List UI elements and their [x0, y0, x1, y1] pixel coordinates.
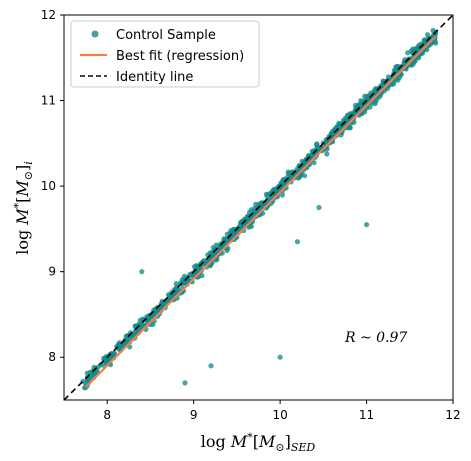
- identity-line: [64, 15, 453, 400]
- data-point: [139, 269, 145, 275]
- correlation-annotation: R ~ 0.97: [344, 330, 407, 346]
- data-point: [314, 142, 320, 148]
- y-axis: 8 9 10 11 12: [41, 8, 64, 364]
- y-tick-label: 11: [41, 94, 56, 108]
- data-point: [247, 209, 253, 215]
- legend-label-identity: Identity line: [116, 70, 193, 85]
- lines-layer: [64, 15, 453, 400]
- y-tick-label: 12: [41, 8, 56, 22]
- data-point: [405, 50, 411, 56]
- legend-label-fit: Best fit (regression): [116, 49, 244, 64]
- y-axis-label: log M*[M⊙]i: [12, 161, 35, 255]
- data-point: [393, 66, 399, 72]
- data-point: [294, 239, 300, 245]
- data-point: [210, 244, 216, 251]
- data-point: [117, 343, 123, 349]
- x-tick-label: 8: [103, 408, 111, 422]
- y-tick-label: 10: [41, 179, 56, 193]
- data-point: [364, 222, 370, 228]
- data-point: [199, 273, 205, 279]
- x-tick-label: 10: [272, 408, 287, 422]
- data-point: [277, 354, 283, 360]
- legend-box: [70, 20, 260, 88]
- plot-frame: [63, 14, 454, 401]
- data-point: [182, 380, 188, 386]
- best-fit-line: [84, 35, 437, 388]
- data-point: [279, 192, 285, 198]
- x-tick-label: 12: [445, 408, 460, 422]
- data-point: [316, 204, 322, 211]
- data-point: [286, 170, 292, 177]
- data-point: [174, 284, 180, 290]
- data-point: [123, 333, 129, 339]
- data-point: [296, 174, 302, 180]
- x-tick-label: 11: [359, 408, 374, 422]
- data-point: [408, 62, 415, 68]
- data-point: [261, 201, 267, 207]
- legend-label-control: Control Sample: [116, 28, 216, 43]
- data-point: [324, 151, 330, 157]
- y-tick-label: 9: [48, 265, 56, 279]
- data-point: [311, 160, 317, 166]
- x-axis-label: log M*[M⊙]SED: [201, 431, 316, 454]
- legend: Control Sample Best fit (regression) Ide…: [70, 20, 260, 88]
- data-point: [278, 184, 284, 190]
- x-axis: 8 9 10 11 12: [103, 400, 461, 422]
- data-point: [155, 308, 161, 314]
- data-point: [358, 98, 364, 104]
- legend-marker-control: [91, 30, 99, 38]
- data-point: [208, 363, 214, 369]
- data-point: [432, 31, 438, 37]
- data-point: [362, 93, 368, 99]
- x-tick-label: 9: [190, 408, 198, 422]
- data-point: [150, 321, 156, 327]
- y-tick-label: 8: [48, 350, 56, 364]
